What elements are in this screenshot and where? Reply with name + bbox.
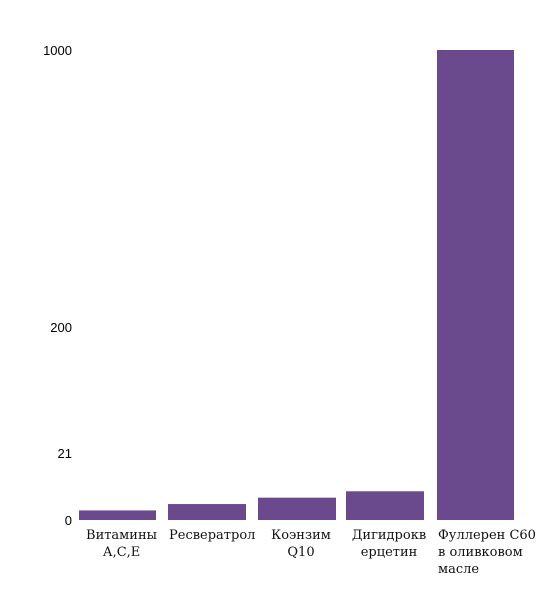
category-label-line: масле — [438, 562, 480, 577]
bar — [346, 491, 424, 520]
bar — [437, 50, 514, 520]
category-label-line: А,С,Е — [102, 545, 141, 560]
category-label-line: Фуллерен С60 — [438, 528, 536, 543]
category-label-line: Q10 — [287, 545, 315, 560]
category-label: Витамины А,С,Е — [80, 527, 163, 561]
y-tick-label: 200 — [50, 320, 72, 335]
category-label: Дигидрокв ерцетин — [347, 527, 431, 561]
category-label: Фуллерен С60 в оливковом масле — [438, 527, 540, 578]
bar — [79, 510, 156, 520]
category-label-line: Ресвератрол — [169, 528, 256, 543]
category-label: Коэнзим Q10 — [259, 527, 343, 561]
bars — [79, 50, 514, 520]
category-label-line: Витамины — [86, 528, 157, 543]
y-tick-label: 0 — [65, 513, 72, 528]
y-tick-label: 1000 — [43, 43, 72, 58]
category-label-line: Дигидрокв — [351, 528, 427, 543]
category-label-line: Коэнзим — [271, 528, 331, 543]
bar — [168, 504, 246, 520]
y-axis-ticks: 0 21 200 1000 — [43, 43, 72, 528]
bar — [258, 497, 336, 520]
category-label: Ресвератрол — [169, 527, 256, 544]
category-label-line: в оливковом — [438, 545, 523, 560]
category-label-line: ерцетин — [360, 545, 418, 560]
y-tick-label: 21 — [58, 446, 72, 461]
